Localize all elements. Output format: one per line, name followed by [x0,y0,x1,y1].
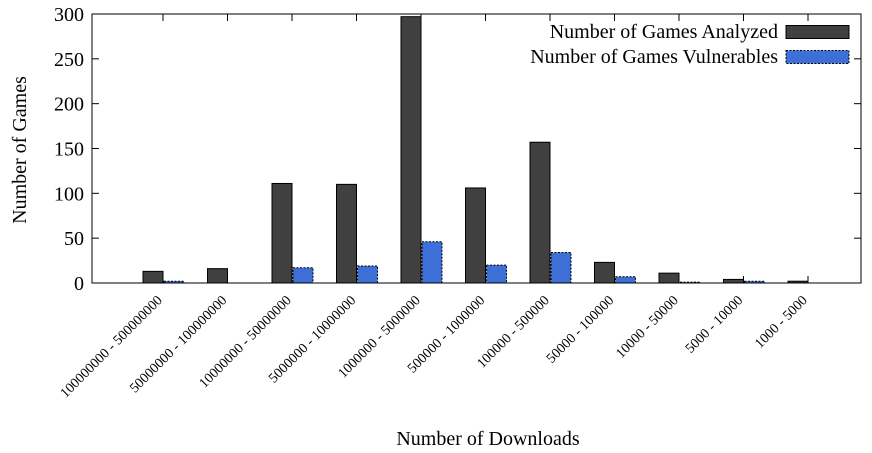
bar-analyzed [465,187,486,284]
bar-analyzed [529,141,551,284]
bar-analyzed [271,182,293,284]
legend-label: Number of Games Analyzed [550,21,778,43]
x-tick-label: 50000 - 100000 [544,293,617,366]
y-axis: 0 50 100 150 200 250 300 [54,4,861,295]
bar-analyzed [336,183,357,284]
bar-vulnerable [615,276,636,284]
bar-analyzed [594,261,615,284]
bar-vulnerable [421,241,443,284]
bar-analyzed [207,268,228,284]
y-tick-label: 0 [74,273,84,295]
legend: Number of Games Analyzed Number of Games … [530,21,850,68]
y-tick-label: 300 [54,4,84,26]
y-tick-label: 200 [54,94,84,116]
y-tick-label: 250 [54,49,84,71]
legend-swatch [785,25,850,39]
x-axis-label: Number of Downloads [396,428,580,450]
bar-analyzed [723,278,744,284]
bars-layer [142,16,809,284]
legend-label: Number of Games Vulnerables [530,46,778,68]
bar-analyzed [142,270,164,284]
x-tick-label: 100000000 - 500000000 [58,293,166,401]
bar-analyzed [400,16,422,284]
legend-swatch [785,50,850,64]
bar-analyzed [658,272,680,284]
x-tick-label: 10000 - 50000 [613,293,681,361]
y-axis-label: Number of Games [9,76,31,224]
bar-vulnerable [550,252,572,284]
bar-vulnerable [292,267,314,284]
y-tick-label: 150 [54,139,84,161]
x-tick-label: 1000 - 5000 [752,293,810,351]
y-tick-label: 100 [54,183,84,205]
x-tick-label: 5000 - 10000 [683,293,746,356]
bar-vulnerable [486,264,507,284]
bar-vulnerable [357,265,378,284]
y-tick-label: 50 [64,228,84,250]
